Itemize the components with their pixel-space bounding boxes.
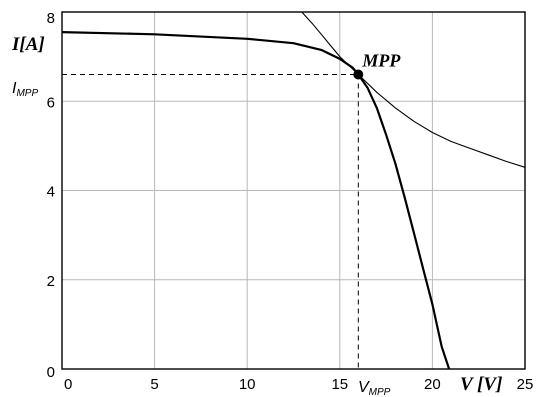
x-tick-label: 10 — [239, 376, 256, 393]
x-tick-label: 15 — [331, 376, 348, 393]
y-mpp-label: IMPP — [12, 80, 38, 99]
curves — [61, 11, 526, 370]
x-tick-label: 20 — [424, 376, 441, 393]
x-tick-label: 25 — [517, 376, 534, 393]
x-axis-label: V [V] — [460, 374, 502, 395]
mpp-point — [353, 69, 364, 80]
grid — [62, 12, 525, 369]
y-tick-label: 8 — [47, 10, 55, 27]
mpp-guides — [62, 73, 359, 369]
y-axis-label: I[A] — [11, 34, 45, 55]
x-tick-label: 0 — [64, 376, 72, 393]
power-hyperbola-line — [301, 11, 526, 168]
x-tick-label: 5 — [150, 376, 158, 393]
y-tick-label: 6 — [47, 94, 55, 111]
plot-frame — [61, 11, 526, 370]
tick-labels: 0 5 10 15 20 25 0 2 4 6 8 — [47, 10, 534, 393]
iv-curve-line — [61, 31, 451, 370]
y-tick-label: 2 — [47, 273, 55, 290]
y-tick-label: 0 — [47, 364, 55, 381]
y-tick-label: 4 — [47, 184, 55, 201]
x-mpp-label: VMPP — [358, 379, 391, 397]
mpp-label: MPP — [361, 50, 401, 70]
